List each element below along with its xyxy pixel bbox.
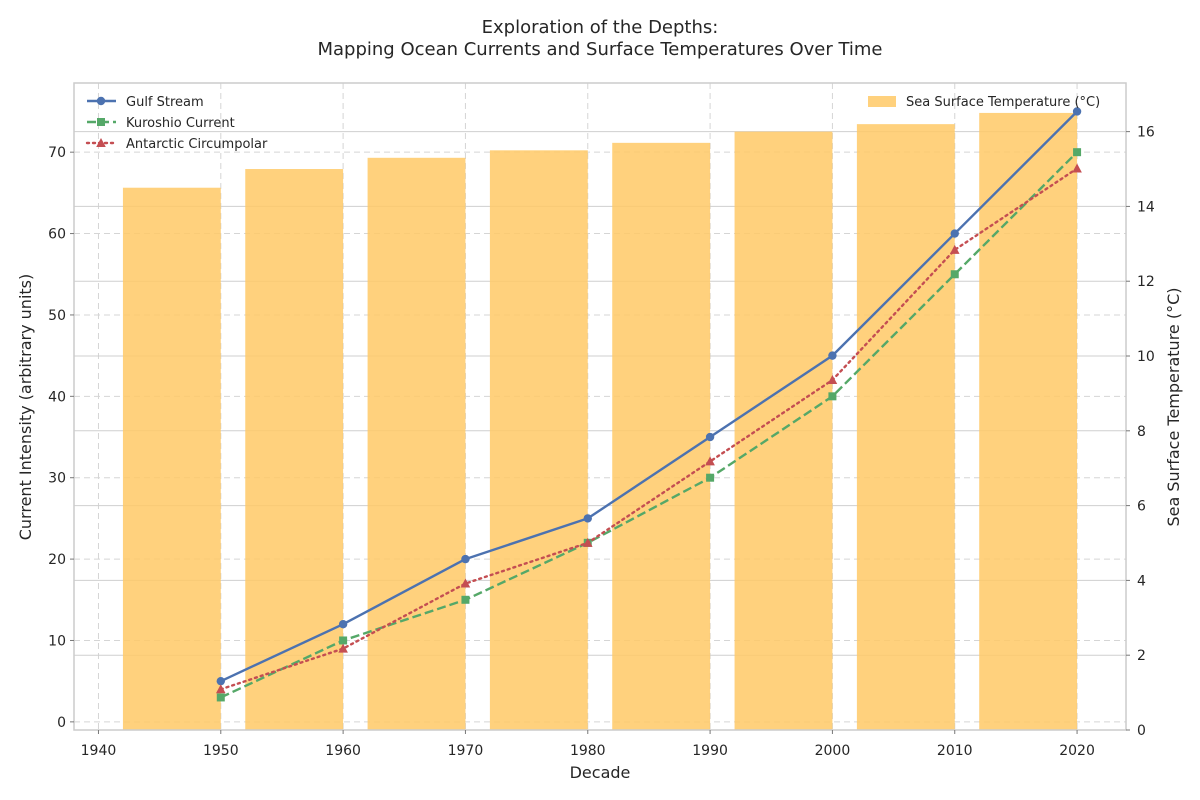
bar-series [122,112,1078,731]
sst-bar [367,157,466,731]
data-point [827,375,838,385]
sst-bar [489,150,588,730]
y-left-tick-label: 20 [48,552,66,568]
sst-bar [122,187,221,730]
x-tick-label: 1940 [81,743,117,759]
data-point [339,636,348,645]
data-point [705,432,715,442]
data-point [461,595,470,604]
chart-title-line-1: Exploration of the Depths: [482,17,719,38]
data-point [828,392,837,401]
x-axis-ticks: 1940 1950 1960 1970 1980 1990 2000 2010 2020 [81,730,1095,759]
data-point [338,643,348,653]
data-point [216,676,225,686]
x-axis-label: Decade [570,763,631,782]
x-tick-label: 2000 [815,743,851,759]
legend-bars: Sea Surface Temperature (°C) [868,95,1100,110]
y-right-tick-label: 4 [1137,573,1146,589]
series-line [220,151,1078,699]
y-right-tick-label: 8 [1137,424,1146,440]
legend-marker [96,96,106,106]
chart-title-line-2: Mapping Ocean Currents and Surface Tempe… [317,39,882,60]
sst-bar [979,112,1078,731]
sst-bar [612,142,711,731]
plot-frame [73,82,1127,731]
y-left-tick-label: 50 [48,308,66,324]
data-point [1073,148,1082,157]
x-tick-label: 1990 [692,743,728,759]
legend-label: Kuroshio Current [126,116,235,131]
data-point [338,620,348,629]
sst-bar [856,124,955,730]
y-axis-left-ticks: 0 10 20 30 40 50 60 70 [48,145,74,731]
y-left-tick-label: 30 [48,471,66,487]
y-right-tick-label: 14 [1137,199,1155,215]
data-point [1072,107,1082,116]
legend-label: Sea Surface Temperature (°C) [906,95,1100,110]
x-tick-label: 2020 [1059,743,1095,759]
data-point [216,693,225,702]
y-right-tick-label: 16 [1137,125,1155,141]
y-left-tick-label: 0 [57,715,66,731]
y-right-tick-label: 0 [1137,723,1146,739]
legend-item: Antarctic Circumpolar [85,137,268,152]
grid [74,83,1126,730]
sst-bar [734,131,833,730]
y-right-tick-label: 6 [1137,499,1146,515]
line-series-group [215,107,1082,702]
legend-lines: Gulf Stream Kuroshio Current Antarctic Cir… [85,95,268,152]
y-left-tick-label: 60 [48,227,66,243]
series-gulf-stream [216,107,1082,686]
series-line [220,110,1078,683]
x-tick-label: 2010 [937,743,973,759]
x-tick-label: 1970 [448,743,484,759]
data-point [582,537,593,547]
legend-label: Antarctic Circumpolar [126,137,268,152]
data-point [950,229,959,238]
series-line [219,167,1079,691]
sst-bar [245,169,344,730]
y-left-tick-label: 70 [48,145,66,161]
legend-marker [97,118,105,126]
x-tick-label: 1980 [570,743,606,759]
y-right-tick-label: 2 [1137,648,1146,664]
data-point [949,244,960,254]
data-point [950,270,959,279]
legend-item: Gulf Stream [87,95,204,110]
data-point [460,578,471,588]
data-point [215,684,226,694]
legend-label: Gulf Stream [126,95,204,110]
x-tick-label: 1950 [203,743,239,759]
legend-item: Kuroshio Current [87,116,235,131]
data-point [461,554,470,564]
y-left-tick-label: 40 [48,389,66,405]
y-right-tick-label: 12 [1137,274,1155,290]
y-axis-left-label: Current Intensity (arbitrary units) [16,274,35,541]
x-tick-label: 1960 [325,743,361,759]
y-axis-right-ticks: 0 2 4 6 8 10 12 14 16 [1126,125,1155,739]
series-antarctic-circumpolar [215,163,1082,694]
legend-bar-swatch [868,96,896,107]
legend-marker [96,138,106,147]
y-left-tick-label: 10 [48,633,66,649]
data-point [583,514,592,523]
y-axis-right-label: Sea Surface Temperature (°C) [1164,287,1183,526]
y-right-tick-label: 10 [1137,349,1155,365]
data-point [828,351,837,360]
data-point [1072,163,1082,173]
legend-item: Sea Surface Temperature (°C) [868,95,1100,110]
data-point [706,473,715,482]
data-point [705,456,715,466]
